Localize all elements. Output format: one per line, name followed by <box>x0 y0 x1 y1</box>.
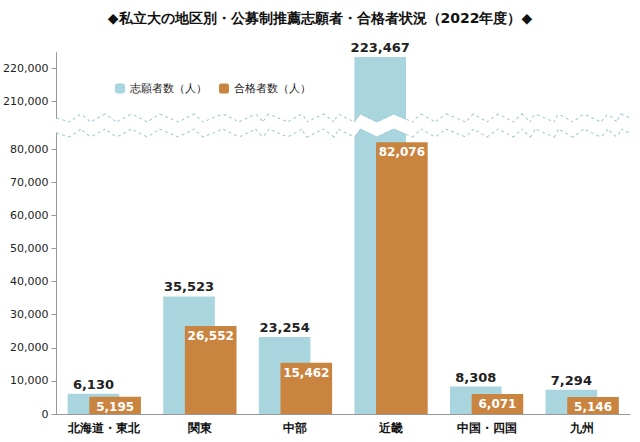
svg-text:中国・四国: 中国・四国 <box>457 421 517 435</box>
svg-text:30,000: 30,000 <box>10 308 49 321</box>
svg-text:20,000: 20,000 <box>10 341 49 354</box>
svg-text:82,076: 82,076 <box>379 145 425 159</box>
svg-text:0: 0 <box>41 408 48 421</box>
svg-text:220,000: 220,000 <box>3 62 49 75</box>
svg-text:8,308: 8,308 <box>455 370 496 385</box>
svg-text:九州: 九州 <box>569 421 594 435</box>
svg-text:35,523: 35,523 <box>164 279 214 294</box>
svg-text:志願者数（人）: 志願者数（人） <box>130 82 207 95</box>
svg-text:6,130: 6,130 <box>73 377 114 392</box>
svg-text:80,000: 80,000 <box>10 143 49 156</box>
svg-text:5,195: 5,195 <box>96 400 134 414</box>
svg-text:5,146: 5,146 <box>574 400 612 414</box>
svg-text:中部: 中部 <box>283 421 307 435</box>
svg-text:北海道・東北: 北海道・東北 <box>67 421 141 435</box>
svg-text:近畿: 近畿 <box>378 421 403 435</box>
svg-text:40,000: 40,000 <box>10 275 49 288</box>
svg-text:10,000: 10,000 <box>10 374 49 387</box>
svg-text:60,000: 60,000 <box>10 209 49 222</box>
svg-text:223,467: 223,467 <box>351 40 410 55</box>
svg-text:23,254: 23,254 <box>260 320 310 335</box>
svg-text:50,000: 50,000 <box>10 242 49 255</box>
svg-text:合格者数（人）: 合格者数（人） <box>234 82 311 95</box>
svg-text:7,294: 7,294 <box>551 373 592 388</box>
svg-text:関東: 関東 <box>188 421 213 435</box>
svg-text:26,552: 26,552 <box>188 329 234 343</box>
svg-text:15,462: 15,462 <box>283 366 329 380</box>
svg-text:210,000: 210,000 <box>3 95 49 108</box>
svg-text:◆私立大の地区別・公募制推薦志願者・合格者状況（2022年度: ◆私立大の地区別・公募制推薦志願者・合格者状況（2022年度）◆ <box>108 10 533 26</box>
svg-text:6,071: 6,071 <box>478 397 516 411</box>
svg-text:70,000: 70,000 <box>10 176 49 189</box>
